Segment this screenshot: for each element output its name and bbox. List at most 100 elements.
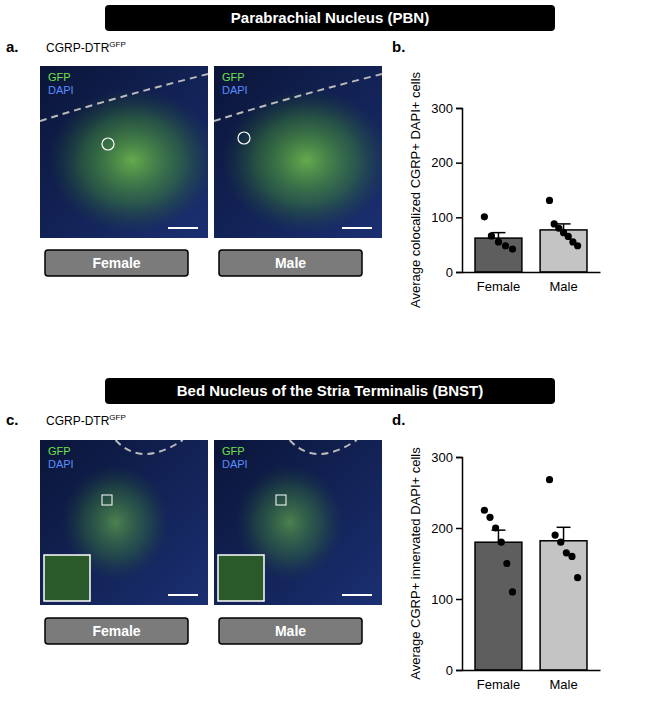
- data-point: [574, 242, 581, 249]
- x-axis: Female Male: [463, 272, 601, 294]
- micrograph: GFPDAPI: [40, 66, 208, 238]
- group-label-box: [219, 250, 362, 276]
- y-tick-label: 200: [431, 155, 453, 170]
- section-header-box: [105, 378, 555, 404]
- y-tick-mark: [456, 272, 462, 274]
- x-tick-label: Male: [549, 279, 577, 294]
- plot-marks: [475, 197, 587, 272]
- construct-name: CGRP-DTR: [46, 414, 110, 428]
- y-tick-label: 0: [446, 265, 453, 280]
- channel-label: GFP: [222, 445, 245, 457]
- inset: [218, 555, 264, 601]
- group-label-box: [45, 250, 188, 276]
- y-tick-mark: [456, 599, 462, 601]
- y-axis: 0100200300: [431, 450, 462, 678]
- cell-marker: [238, 132, 250, 144]
- data-point: [546, 476, 553, 483]
- data-point: [503, 560, 510, 567]
- gfp-signal: [222, 88, 382, 232]
- construct-label: CGRP-DTRGFP: [46, 40, 126, 55]
- y-tick-mark: [456, 108, 462, 110]
- x-tick: Male: [549, 670, 577, 692]
- cell-marker: [102, 138, 114, 150]
- construct-superscript: GFP: [109, 40, 125, 49]
- scale-bar: [168, 227, 198, 229]
- error-bar-stem: [563, 527, 565, 540]
- data-point: [495, 238, 502, 245]
- section-header-box: [105, 5, 555, 31]
- channel-label: GFP: [48, 445, 71, 457]
- y-tick-mark: [456, 217, 462, 219]
- x-tick-label: Female: [477, 279, 520, 294]
- panel-letter: b.: [392, 38, 405, 55]
- y-tick: 100: [431, 592, 462, 607]
- y-tick: 0: [446, 663, 462, 678]
- inset-marker: [102, 495, 112, 505]
- error-bar-cap: [557, 223, 571, 225]
- channel-label: DAPI: [48, 458, 74, 470]
- x-tick: Female: [477, 272, 520, 294]
- error-bar-stem: [498, 233, 500, 238]
- y-axis-line: [456, 458, 463, 671]
- x-tick: Female: [477, 670, 520, 692]
- group-label: Male: [275, 623, 306, 639]
- inset-marker: [276, 495, 286, 505]
- x-tick-label: Male: [549, 677, 577, 692]
- y-axis-title: Average CGRP+ innervated DAPI+ cells: [408, 447, 423, 680]
- data-point: [546, 197, 553, 204]
- data-point: [481, 213, 488, 220]
- channel-label: DAPI: [222, 458, 248, 470]
- panel-letter: d.: [392, 411, 405, 428]
- y-axis-line: [456, 109, 463, 273]
- group-label: Female: [92, 255, 140, 271]
- error-bar-cap: [557, 527, 571, 529]
- channel-label: GFP: [48, 71, 71, 83]
- construct-label: CGRP-DTRGFP: [46, 413, 126, 428]
- micrograph-background: [40, 440, 208, 605]
- micrograph: GFPDAPI: [214, 440, 382, 605]
- data-point: [574, 574, 581, 581]
- data-point: [488, 232, 495, 239]
- x-axis-line: [463, 272, 601, 274]
- x-axis-line: [463, 670, 601, 672]
- data-point: [568, 553, 575, 560]
- y-tick-mark: [456, 162, 462, 164]
- section-title: Parabrachial Nucleus (PBN): [231, 9, 429, 26]
- panel-letter: a.: [6, 38, 19, 55]
- construct-superscript: GFP: [109, 413, 125, 422]
- group-label-box: [45, 618, 188, 644]
- y-tick-label: 200: [431, 521, 453, 536]
- figure: Parabrachial Nucleus (PBN)a.CGRP-DTRGFPG…: [0, 0, 659, 711]
- y-tick: 100: [431, 210, 462, 225]
- y-tick-mark: [456, 528, 462, 530]
- scale-bar: [342, 227, 372, 229]
- scale-bar: [168, 594, 198, 596]
- y-tick-label: 100: [431, 210, 453, 225]
- boundary-line: [290, 440, 357, 454]
- y-tick: 300: [431, 101, 462, 116]
- error-bar: [557, 527, 571, 540]
- bar: [475, 238, 522, 272]
- y-tick: 0: [446, 265, 462, 280]
- x-tick-label: Female: [477, 677, 520, 692]
- bar: [540, 230, 587, 272]
- data-point: [565, 233, 572, 240]
- panel-letter: c.: [6, 411, 19, 428]
- inset: [44, 555, 90, 601]
- bar-chart: 0100200300FemaleMaleAverage CGRP+ innerv…: [408, 447, 601, 692]
- data-point: [481, 507, 488, 514]
- data-point: [509, 245, 516, 252]
- data-point: [509, 588, 516, 595]
- x-tick: Male: [549, 272, 577, 294]
- y-tick-mark: [456, 457, 462, 459]
- x-axis: Female Male: [463, 670, 601, 692]
- error-bar-stem: [563, 224, 565, 230]
- micrograph: GFPDAPI: [214, 66, 382, 238]
- y-tick: 200: [431, 521, 462, 536]
- data-point: [552, 532, 559, 539]
- data-point: [486, 514, 493, 521]
- section-header: Parabrachial Nucleus (PBN): [105, 5, 555, 31]
- group-label-box: [219, 618, 362, 644]
- section-header: Bed Nucleus of the Stria Terminalis (BNS…: [105, 378, 555, 404]
- y-tick-label: 100: [431, 592, 453, 607]
